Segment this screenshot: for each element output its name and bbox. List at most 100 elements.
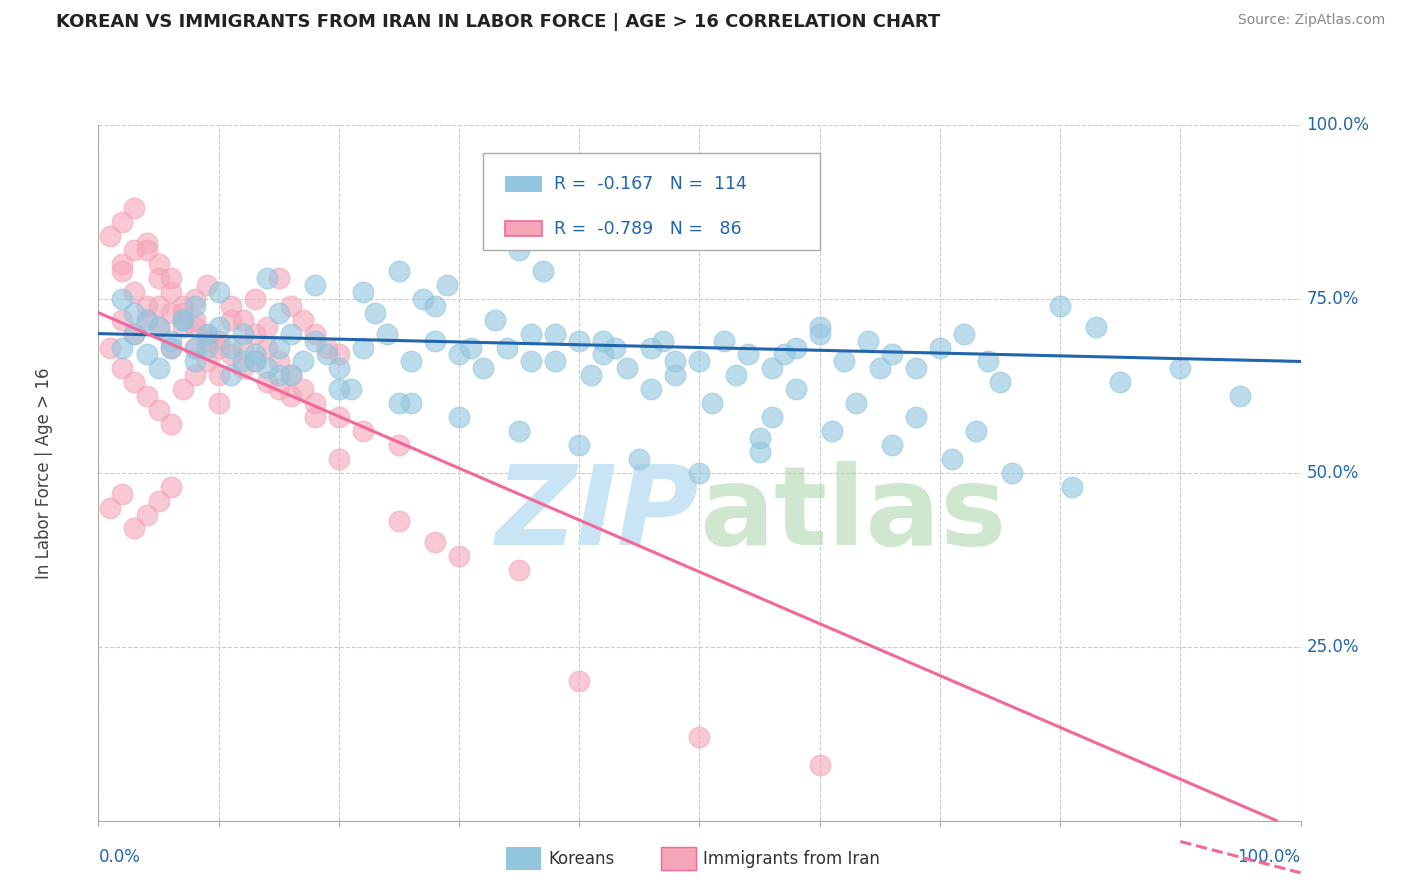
Point xyxy=(267,382,290,396)
Point xyxy=(183,292,205,306)
Point xyxy=(100,229,122,244)
Point xyxy=(124,326,146,341)
Point xyxy=(183,312,205,326)
Point xyxy=(544,354,567,368)
Point xyxy=(267,271,290,285)
Point xyxy=(713,334,735,348)
Point xyxy=(664,354,686,368)
Point xyxy=(232,341,254,355)
Point xyxy=(941,451,963,466)
Point xyxy=(172,306,194,320)
Point xyxy=(267,354,290,368)
Point xyxy=(124,202,146,216)
Point xyxy=(124,326,146,341)
Point xyxy=(1062,480,1084,494)
Point xyxy=(111,312,134,326)
Point xyxy=(808,326,831,341)
Text: ZIP: ZIP xyxy=(496,461,699,568)
Point xyxy=(531,264,554,278)
Point xyxy=(159,285,181,299)
Point xyxy=(267,368,290,383)
Point xyxy=(111,215,134,229)
Point xyxy=(845,396,868,410)
Point xyxy=(159,417,181,431)
Point xyxy=(172,382,194,396)
Point xyxy=(159,341,181,355)
Point xyxy=(832,354,855,368)
Point xyxy=(652,334,675,348)
Point xyxy=(195,334,218,348)
Point xyxy=(232,312,254,326)
Point xyxy=(352,341,374,355)
Point xyxy=(195,277,218,292)
Point xyxy=(737,347,759,361)
Point xyxy=(423,334,446,348)
Point xyxy=(232,326,254,341)
Point xyxy=(124,243,146,257)
Point xyxy=(364,306,387,320)
Point xyxy=(628,451,651,466)
Point xyxy=(219,368,242,383)
Point xyxy=(605,341,627,355)
Point xyxy=(280,326,302,341)
Point xyxy=(172,299,194,313)
Point xyxy=(135,389,157,403)
Point xyxy=(280,368,302,383)
Point xyxy=(880,347,903,361)
Point xyxy=(148,271,170,285)
Point xyxy=(208,334,231,348)
Point xyxy=(688,730,710,744)
Point xyxy=(388,438,411,452)
Point xyxy=(447,410,470,425)
Point xyxy=(904,410,927,425)
Point xyxy=(172,312,194,326)
Point xyxy=(256,271,278,285)
Point xyxy=(460,341,482,355)
Point xyxy=(280,389,302,403)
Point xyxy=(291,382,314,396)
Text: 75.0%: 75.0% xyxy=(1306,290,1360,308)
Point xyxy=(423,299,446,313)
Bar xyxy=(505,177,541,192)
Point xyxy=(423,535,446,549)
Point xyxy=(315,347,337,361)
Point xyxy=(267,306,290,320)
Point xyxy=(508,243,530,257)
Point xyxy=(977,354,1000,368)
Text: 50.0%: 50.0% xyxy=(1306,464,1360,482)
Point xyxy=(183,299,205,313)
Point xyxy=(195,354,218,368)
Point xyxy=(520,326,543,341)
Point xyxy=(135,508,157,522)
Point xyxy=(328,361,350,376)
Point xyxy=(880,438,903,452)
Point xyxy=(748,445,770,459)
Point xyxy=(412,292,434,306)
Point xyxy=(328,347,350,361)
Point xyxy=(640,382,662,396)
Point xyxy=(111,257,134,271)
Point xyxy=(111,486,134,500)
Point xyxy=(761,410,783,425)
Text: 100.0%: 100.0% xyxy=(1306,116,1369,134)
Point xyxy=(748,431,770,445)
Point xyxy=(472,361,495,376)
Point xyxy=(436,277,458,292)
Point xyxy=(821,424,844,438)
Point xyxy=(1001,466,1024,480)
Point xyxy=(148,361,170,376)
Point xyxy=(111,264,134,278)
Point xyxy=(808,319,831,334)
Point xyxy=(375,326,398,341)
Point xyxy=(219,347,242,361)
Point xyxy=(172,319,194,334)
Text: R =  -0.789   N =   86: R = -0.789 N = 86 xyxy=(554,219,741,237)
Point xyxy=(953,326,976,341)
Point xyxy=(856,334,879,348)
Text: Immigrants from Iran: Immigrants from Iran xyxy=(703,850,880,868)
Point xyxy=(352,424,374,438)
Point xyxy=(135,243,157,257)
Text: R =  -0.167   N =  114: R = -0.167 N = 114 xyxy=(554,175,747,193)
Bar xyxy=(484,153,820,250)
Point xyxy=(148,493,170,508)
